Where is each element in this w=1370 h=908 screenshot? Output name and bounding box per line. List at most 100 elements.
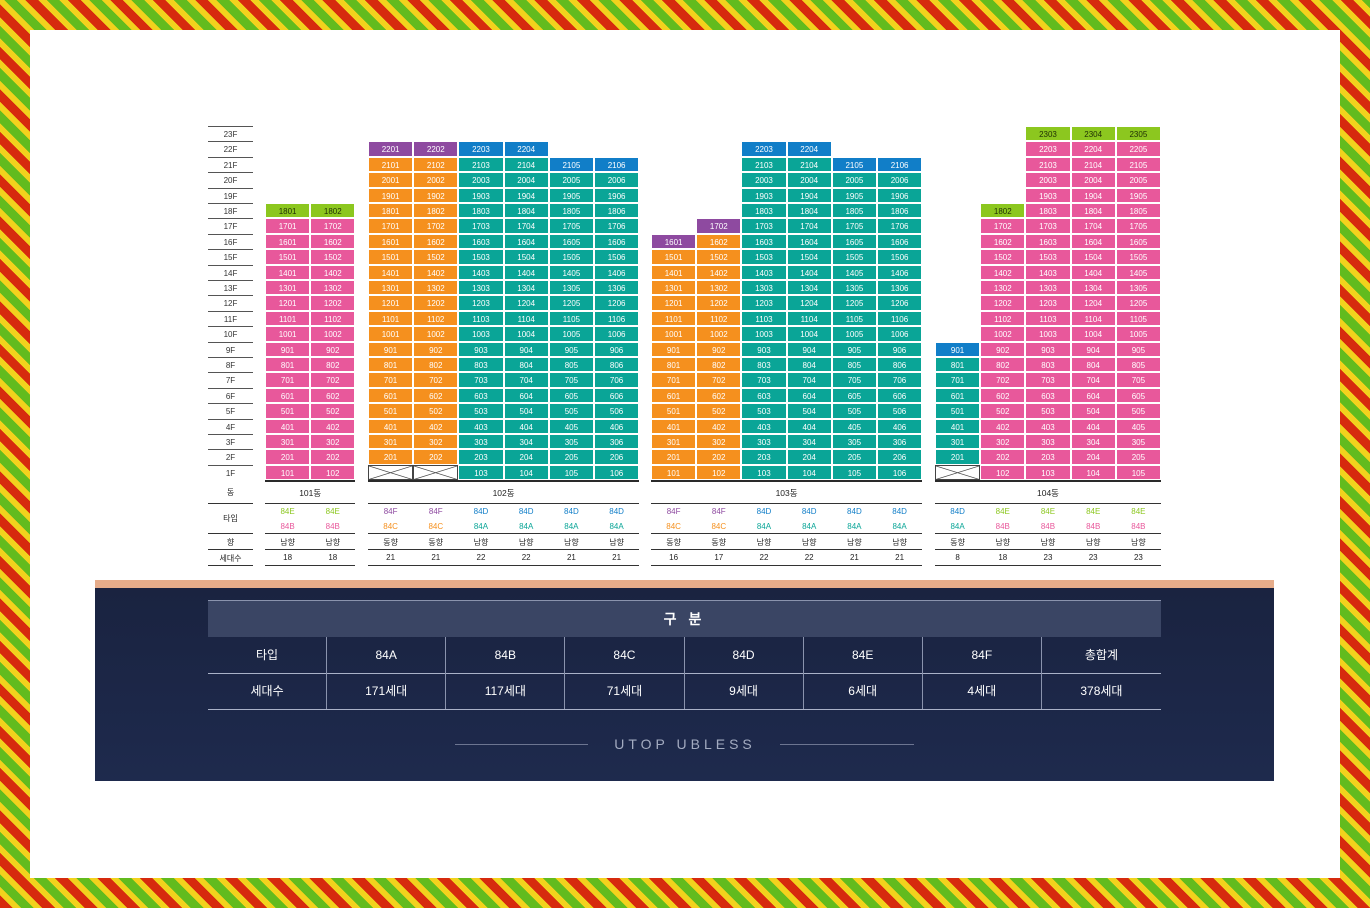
unit-cell: 1002: [310, 326, 356, 342]
unit-cell: 1203: [741, 295, 787, 311]
unit-cell: 1802: [310, 203, 356, 219]
info-rule: [368, 549, 640, 550]
unit-cell: 1004: [786, 326, 832, 342]
summary-cell: 84B: [446, 637, 566, 673]
floor-label: 12F: [208, 295, 253, 310]
unit-cell: 603: [741, 387, 787, 404]
info-rule: [651, 549, 923, 550]
unit-cell: 203: [741, 449, 787, 465]
unit-cell: 503: [458, 403, 504, 419]
unit-cell: 301: [265, 434, 311, 450]
unit-cell: 1306: [594, 280, 640, 296]
unit-cell: 1303: [458, 280, 504, 296]
unit-cell: 1203: [458, 295, 504, 311]
unit-cell: 1601: [368, 233, 414, 250]
info-rule: [651, 565, 923, 566]
unit-cell: 604: [786, 387, 832, 404]
unit-cell: 903: [741, 341, 787, 357]
unit-cell: 505: [1115, 403, 1161, 419]
unit-cell: 1204: [503, 295, 549, 311]
unit-cell: 1205: [548, 295, 594, 311]
brand-text: UTOP UBLESS: [614, 736, 756, 752]
unit-cell: 1505: [831, 249, 877, 265]
unit-cell: 805: [548, 357, 594, 373]
floor-label: 3F: [208, 434, 253, 449]
unit-cell: 1906: [877, 187, 923, 203]
unit-cell: 1005: [1115, 326, 1161, 342]
unit-cell: 1403: [1025, 264, 1071, 280]
unit-cell: 1506: [877, 249, 923, 265]
unit-cell: 1302: [696, 280, 742, 296]
unit-count: 21: [566, 553, 576, 562]
summary-cell: 타입: [208, 637, 328, 673]
unit-cell: 1705: [1115, 218, 1161, 234]
unit-cell: 2303: [1025, 126, 1071, 142]
info-rule: [265, 565, 356, 566]
unit-cell: 405: [548, 418, 594, 434]
unit-cell: 105: [1115, 464, 1161, 481]
unit-cell: 1105: [548, 310, 594, 327]
unit-count: 23: [1043, 553, 1053, 562]
unit-cell: 1101: [651, 310, 697, 327]
unit-cell: 402: [980, 418, 1026, 434]
unit-cell: 601: [935, 387, 981, 404]
unit-cell: 905: [1115, 341, 1161, 357]
summary-cell: 84F: [923, 637, 1042, 673]
unit-cell: 1805: [548, 203, 594, 219]
unit-cell: 1502: [310, 249, 356, 265]
unit-direction: 남향: [518, 538, 534, 547]
unit-cell: 305: [548, 434, 594, 450]
info-rule: [208, 533, 253, 534]
unit-cell: 2203: [1025, 141, 1071, 157]
unit-cell: 1705: [831, 218, 877, 234]
unit-cell: 302: [310, 434, 356, 450]
unit-count: 18: [328, 553, 338, 562]
unit-type-top: 84F: [711, 507, 726, 516]
unit-cell: 301: [935, 434, 981, 450]
unit-cell: 1001: [368, 326, 414, 342]
unit-cell: 201: [265, 449, 311, 465]
unit-cell: 1602: [980, 233, 1026, 250]
unit-cell: 1601: [651, 233, 697, 250]
unit-cell: 1405: [831, 264, 877, 280]
unit-type-bottom: 84C: [428, 522, 444, 531]
unit-cell: 1003: [458, 326, 504, 342]
unit-cell: 705: [1115, 372, 1161, 388]
floor-label: 13F: [208, 280, 253, 295]
unit-cell: 1201: [651, 295, 697, 311]
floor-label: 16F: [208, 233, 253, 249]
unit-count: 22: [804, 553, 814, 562]
unit-direction: 동향: [428, 538, 444, 547]
unit-count: 18: [283, 553, 293, 562]
unit-cell: 306: [594, 434, 640, 450]
unit-cell: 805: [831, 357, 877, 373]
unit-count: 21: [386, 553, 396, 562]
unit-type-top: 84D: [801, 507, 817, 516]
floor-label: 19F: [208, 187, 253, 203]
unit-cell: 606: [877, 387, 923, 404]
unit-cell: 701: [935, 372, 981, 388]
unit-cell: 603: [1025, 387, 1071, 404]
unit-cell: 1102: [696, 310, 742, 327]
unit-cell: 1601: [265, 233, 311, 250]
unit-cell: 1805: [1115, 203, 1161, 219]
unit-count: 21: [612, 553, 622, 562]
summary-cell: 84C: [565, 637, 685, 673]
type-label: 타입: [223, 514, 238, 523]
unit-cell: 503: [741, 403, 787, 419]
brand-line-left: [455, 744, 588, 745]
floor-label: 6F: [208, 387, 253, 403]
unit-cell: 704: [786, 372, 832, 388]
unit-direction: 남향: [1040, 538, 1056, 547]
unit-cell: 1105: [1115, 310, 1161, 327]
unit-cell: 1202: [980, 295, 1026, 311]
pilotis-cell: [935, 464, 981, 481]
unit-cell: 806: [877, 357, 923, 373]
unit-cell: 204: [786, 449, 832, 465]
unit-cell: 802: [696, 357, 742, 373]
unit-cell: 1901: [368, 187, 414, 203]
brand-line-right: [780, 744, 914, 745]
building-base: [651, 480, 923, 483]
summary-cell: 4세대: [923, 673, 1042, 709]
unit-cell: 2004: [503, 172, 549, 188]
